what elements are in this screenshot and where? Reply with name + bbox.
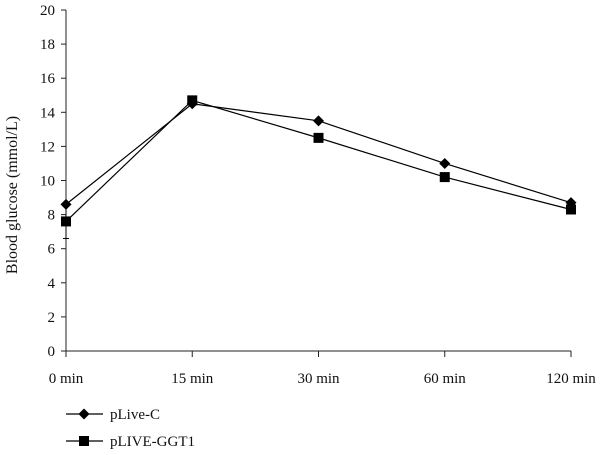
y-tick-label: 16 [40,71,56,87]
x-tick-label: 0 min [49,371,84,387]
data-point [61,216,71,227]
legend-marker [78,408,90,420]
x-tick-label: 30 min [297,371,340,387]
y-tick-label: 8 [48,208,56,224]
y-axis-title: Blood glucose (mmol/L) [4,116,21,274]
y-tick-label: 4 [48,276,56,292]
x-tick-label: 15 min [171,371,214,387]
legend: pLive-C pLIVE-GGT1 [66,407,195,450]
y-tick-label: 12 [40,139,55,155]
data-point [439,157,451,169]
legend-marker [79,436,89,446]
y-tick-label: 10 [40,174,55,190]
legend-item: pLive-C [66,407,160,423]
legend-label: pLive-C [110,407,160,423]
x-tick-label: 120 min [546,371,596,387]
series-layer [60,95,577,239]
legend-item: pLIVE-GGT1 [66,434,195,450]
y-tick-label: 20 [40,3,55,19]
y-tick-label: 6 [48,242,56,258]
axes: 0 2 4 6 8 10 12 14 16 18 20 0 min 15 min 30 min 60 min… [40,3,596,387]
data-point [566,204,576,215]
y-tick-label: 18 [40,37,55,53]
data-point [439,172,450,183]
x-tick-label: 60 min [424,371,467,387]
data-point [313,132,324,143]
data-point [313,115,324,127]
series-plive-ggt1 [61,95,576,239]
series-plive-c [60,98,577,210]
legend-label: pLIVE-GGT1 [110,434,195,450]
data-point [187,95,198,106]
y-tick-label: 2 [48,310,56,326]
y-tick-label: 0 [48,344,56,360]
y-tick-label: 14 [40,105,56,121]
